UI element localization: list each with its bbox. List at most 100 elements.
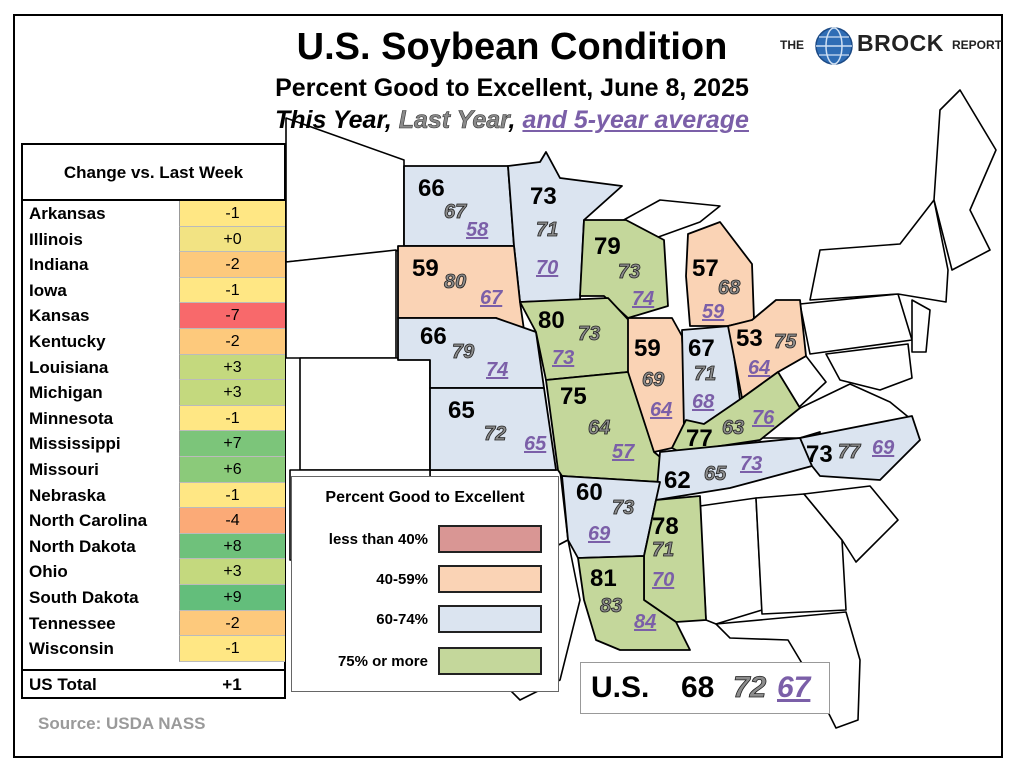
state-five-year-average: 84: [634, 611, 656, 633]
logo-the: THE: [780, 38, 804, 52]
state-last-year: 72: [484, 423, 506, 445]
state-last-year: 77: [838, 441, 861, 463]
state-five-year-average: 70: [652, 569, 674, 591]
legend: Percent Good to Excellent less than 40% …: [291, 476, 559, 692]
state-wisconsin: [579, 219, 669, 319]
state-five-year-average: 74: [486, 359, 508, 381]
state-new-england: [933, 89, 997, 271]
change-value: -4: [179, 508, 285, 534]
state-last-year: 79: [452, 341, 475, 363]
state-last-year: 63: [722, 417, 744, 439]
logo-brock: BROCK: [857, 30, 944, 56]
state-name: Wisconsin: [29, 639, 114, 659]
state-name: Missouri: [29, 459, 99, 479]
state-name: North Carolina: [29, 511, 148, 531]
us-this-year: 68: [681, 671, 715, 704]
state-last-year: 71: [694, 363, 716, 385]
state-five-year-average: 69: [872, 437, 895, 459]
state-this-year: 59: [634, 335, 661, 362]
state-five-year-average: 70: [536, 257, 558, 279]
state-last-year: 65: [704, 463, 727, 485]
change-value: -2: [179, 328, 285, 355]
total-label: US Total: [29, 675, 97, 694]
state-last-year: 75: [774, 331, 797, 353]
logo-report: REPORT: [952, 38, 1003, 52]
legend-item: 60-74%: [292, 605, 558, 637]
table-row: Minnesota -1: [23, 405, 285, 432]
last-year-key: Last Year: [398, 106, 509, 135]
state-last-year: 71: [536, 219, 558, 241]
change-value: +6: [179, 456, 285, 483]
change-value: -1: [179, 277, 285, 304]
state-kansas: [429, 387, 557, 471]
state-five-year-average: 76: [752, 407, 775, 429]
state-name: Kansas: [29, 306, 90, 326]
change-value: +7: [179, 431, 285, 457]
table-rows: Arkansas -1 Illinois +0 Indiana -2 Iowa -1 Kansa…: [23, 201, 285, 662]
state-last-year: 67: [444, 201, 467, 223]
change-value: +9: [179, 584, 285, 611]
table-row: Ohio +3: [23, 559, 285, 585]
legend-label: 40-59%: [376, 571, 428, 588]
source-note: Source: USDA NASS: [38, 714, 206, 733]
average-key: and 5-year average: [522, 106, 749, 134]
us-total-box: U.S. 68 72 67: [580, 662, 830, 714]
state-last-year: 73: [618, 261, 640, 283]
brock-report-logo: THE BROCK REPORT: [780, 26, 1002, 65]
state-name: Louisiana: [29, 357, 109, 377]
state-name: Tennessee: [29, 613, 116, 633]
state-georgia: [755, 493, 847, 615]
state-south-carolina: [803, 485, 899, 563]
legend-swatch: [438, 647, 542, 675]
legend-title: Percent Good to Excellent: [325, 489, 525, 506]
state-alabama: [699, 497, 763, 625]
state-north-carolina: [799, 415, 921, 481]
table-row: Louisiana +3: [23, 354, 285, 381]
this-year-key: This Year: [275, 106, 385, 134]
state-name: Michigan: [29, 383, 103, 403]
state-this-year: 59: [412, 255, 439, 282]
change-value: -1: [179, 482, 285, 509]
state-five-year-average: 74: [632, 288, 654, 310]
page-subtitle: Percent Good to Excellent, June 8, 2025: [275, 74, 749, 102]
table-row: Kansas -7: [23, 303, 285, 329]
legend-item: less than 40%: [292, 525, 558, 557]
table-row: Indiana -2: [23, 252, 285, 278]
state-kentucky: [671, 371, 801, 453]
state-five-year-average: 69: [588, 523, 611, 545]
state-name: Indiana: [29, 255, 89, 275]
table-row: Missouri +6: [23, 456, 285, 483]
us-label: U.S.: [591, 671, 650, 704]
table-row: South Dakota +9: [23, 584, 285, 611]
state-five-year-average: 58: [466, 219, 489, 241]
globe-icon: [815, 27, 853, 65]
legend-label: less than 40%: [328, 531, 428, 548]
table-row: Tennessee -2: [23, 610, 285, 637]
state-this-year: 73: [530, 183, 557, 210]
state-five-year-average: 65: [524, 433, 547, 455]
state-last-year: 73: [612, 497, 634, 519]
change-value: -1: [179, 405, 285, 432]
change-vs-last-week-table: Change vs. Last Week Arkansas -1 Illinois +…: [21, 143, 286, 699]
state-five-year-average: 73: [740, 453, 762, 475]
change-value: -2: [179, 610, 285, 637]
state-five-year-average: 59: [702, 301, 725, 323]
state-five-year-average: 64: [748, 357, 770, 379]
table-row: Wisconsin -1: [23, 636, 285, 662]
reporting-states: [397, 151, 921, 651]
state-last-year: 80: [444, 271, 466, 293]
table-row: North Carolina -4: [23, 508, 285, 534]
legend-label: 75% or more: [337, 653, 428, 670]
state-name: South Dakota: [29, 587, 139, 607]
state-name: Arkansas: [29, 204, 106, 223]
state-five-year-average: 64: [650, 399, 672, 421]
state-last-year: 68: [718, 277, 741, 299]
state-wyoming: [285, 249, 397, 359]
total-change: +1: [222, 675, 242, 694]
change-value: -1: [179, 636, 285, 662]
state-name: Illinois: [29, 229, 83, 249]
table-row: Nebraska -1: [23, 482, 285, 509]
change-value: +8: [179, 533, 285, 560]
state-name: Mississippi: [29, 434, 121, 454]
state-nj: [911, 299, 931, 353]
